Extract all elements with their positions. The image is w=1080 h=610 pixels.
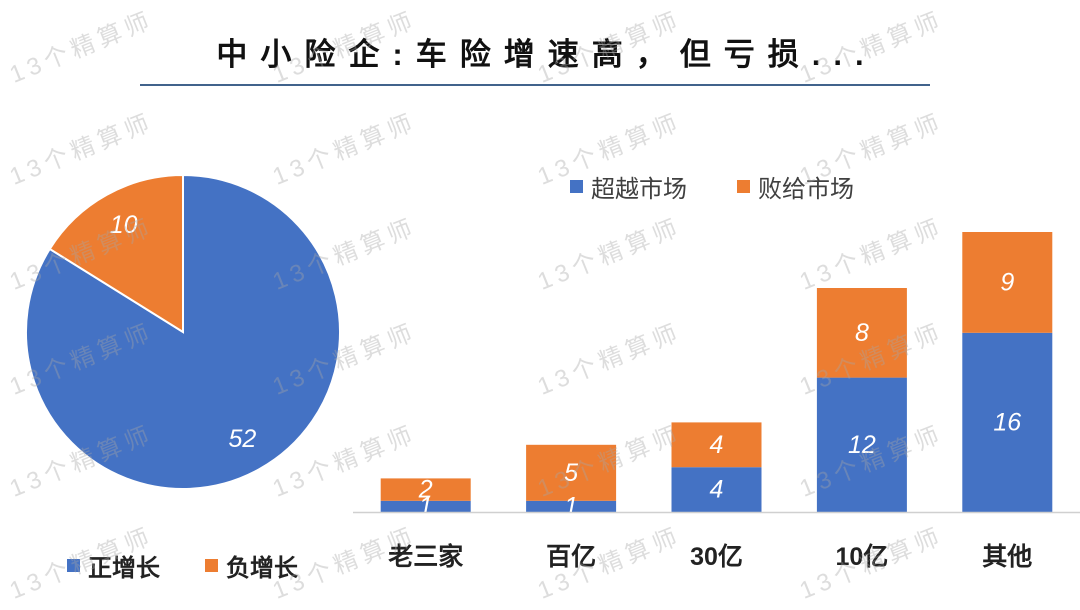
bar-segment-lost-to-market — [962, 232, 1053, 333]
legend-label: 正增长 — [88, 554, 160, 582]
legend-swatch-blue — [570, 179, 583, 193]
bar-segment-beat-market — [526, 500, 617, 512]
bar-data-label: 5 — [564, 459, 578, 487]
bar-data-label: 4 — [710, 431, 724, 459]
bar-data-label: 2 — [418, 476, 433, 504]
bar-segment-beat-market — [816, 377, 907, 512]
category-label: 其他 — [982, 542, 1032, 571]
legend-swatch-orange — [205, 558, 218, 572]
slide-title: 中小险企:车险增速高，但亏损... — [216, 37, 877, 72]
legend-swatch-blue — [67, 558, 80, 572]
legend-swatch-orange — [737, 179, 750, 193]
bar-data-label: 1 — [419, 492, 433, 520]
legend-label: 超越市场 — [591, 175, 687, 203]
pie-data-label: 10 — [110, 211, 138, 239]
bar-data-label: 12 — [848, 431, 876, 459]
category-label: 百亿 — [546, 543, 596, 571]
bar-data-label: 9 — [1000, 268, 1014, 296]
bar-segment-beat-market — [962, 332, 1053, 512]
category-label: 老三家 — [388, 542, 463, 571]
category-label: 30亿 — [690, 543, 743, 571]
bar-data-label: 1 — [564, 492, 578, 520]
bar-segment-lost-to-market — [816, 288, 907, 378]
bar-segment-beat-market — [671, 467, 762, 512]
legend-item-positive-growth: 正增长 — [67, 550, 160, 582]
title-underline — [140, 84, 930, 86]
bar-segment-lost-to-market — [526, 444, 617, 501]
pie-data-label: 52 — [228, 425, 256, 453]
legend-item-lost-to-market: 败给市场 — [737, 171, 854, 203]
bar-segment-lost-to-market — [671, 422, 762, 468]
legend-item-beat-market: 超越市场 — [570, 171, 687, 203]
bar-segment-beat-market — [380, 500, 471, 512]
legend-item-negative-growth: 负增长 — [205, 550, 298, 582]
bar-data-label: 4 — [710, 476, 724, 504]
bar-data-label: 16 — [993, 408, 1021, 436]
category-label: 10亿 — [835, 543, 888, 571]
bar-data-label: 8 — [855, 319, 869, 347]
legend-label: 败给市场 — [758, 175, 854, 203]
pie-slice-negative-growth — [48, 173, 184, 334]
bar-segment-lost-to-market — [380, 478, 471, 501]
legend-label: 负增长 — [226, 554, 298, 582]
